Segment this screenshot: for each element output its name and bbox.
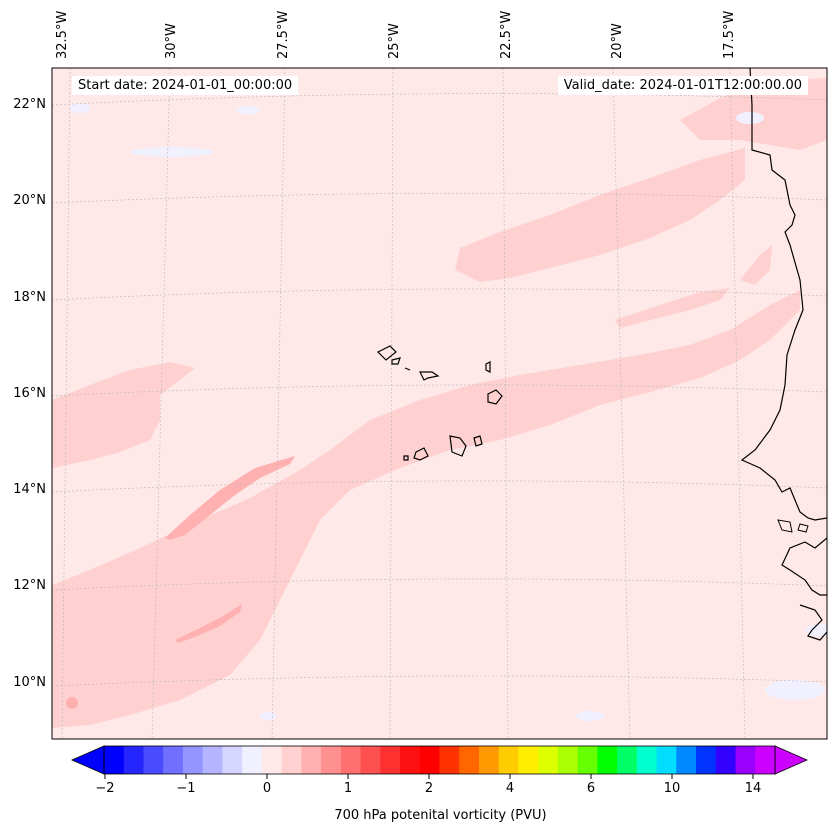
pv-patch-coast (740, 245, 772, 285)
lat-label-18n: 18°N (13, 290, 46, 305)
cb-tick-neg2: −2 (95, 781, 115, 796)
colorbar-min-extension (71, 745, 105, 775)
colorbar-segment (715, 746, 737, 774)
pv-negative-patch-2 (236, 106, 260, 114)
colorbar-segment (281, 746, 302, 774)
colorbar-segment (676, 746, 697, 774)
colorbar-segment (321, 746, 342, 774)
colorbar-segment (577, 746, 598, 774)
colorbar-segment (439, 746, 460, 774)
colorbar-segments (104, 746, 776, 774)
colorbar-segment (419, 746, 440, 774)
colorbar-segment (617, 746, 638, 774)
map-frame (51, 67, 828, 740)
colorbar-segment (261, 746, 283, 774)
colorbar-segment (182, 746, 204, 774)
colorbar-segment (498, 746, 519, 774)
pv-core-streak-upper (165, 456, 295, 540)
pv-main-band (52, 290, 800, 728)
colorbar-segment (360, 746, 381, 774)
guinea-coast (781, 537, 827, 641)
lat-label-10n: 10°N (13, 675, 46, 690)
pv-west-lobe (52, 362, 195, 468)
colorbar-segment (123, 746, 144, 774)
colorbar-segment (380, 746, 401, 774)
pv-negative-patch-3 (736, 112, 764, 124)
colorbar-segment (202, 746, 223, 774)
colorbar-segment (163, 746, 184, 774)
cb-tick-0: 0 (262, 781, 272, 796)
lat-label-14n: 14°N (13, 482, 46, 497)
colorbar-segment (597, 746, 618, 774)
colorbar-segment (636, 746, 658, 774)
colorbar-tick-marks (104, 774, 754, 779)
pv-core-dot (66, 697, 78, 709)
pv-negative-patch-7 (260, 712, 276, 720)
cb-tick-6: 6 (586, 781, 596, 796)
colorbar-segment (518, 746, 539, 774)
pv-negative-patch-8 (70, 103, 90, 113)
colorbar-segment (538, 746, 559, 774)
start-date-label: Start date: 2024-01-01_00:00:00 (72, 76, 299, 95)
colorbar-segment (696, 746, 717, 774)
cb-tick-14: 14 (744, 781, 762, 796)
colorbar-segment (301, 746, 322, 774)
colorbar (71, 745, 808, 779)
cb-tick-neg1: −1 (176, 781, 196, 796)
colorbar-segment (222, 746, 243, 774)
pv-core-streak-lower (175, 604, 242, 643)
colorbar-segment (104, 746, 125, 774)
colorbar-segment (557, 746, 579, 774)
colorbar-segment (755, 746, 776, 774)
lat-label-20n: 20°N (13, 193, 46, 208)
cb-tick-1: 1 (343, 781, 353, 796)
valid-date-label: Valid_date: 2024-01-01T12:00:00.00 (557, 76, 808, 95)
colorbar-segment (459, 746, 480, 774)
colorbar-segment (656, 746, 677, 774)
colorbar-segment (340, 746, 362, 774)
lat-label-22n: 22°N (13, 97, 46, 112)
colorbar-segment (242, 746, 263, 774)
cb-tick-2: 2 (424, 781, 434, 796)
pv-negative-patch-5 (765, 680, 825, 700)
pv-patch-18n (615, 288, 730, 328)
colorbar-segment (143, 746, 164, 774)
pv-negative-patch-4 (806, 624, 827, 636)
map-gridlines (52, 68, 827, 739)
pv-north-band (455, 148, 745, 282)
pv-negative-patch-1 (130, 147, 214, 157)
lat-label-12n: 12°N (13, 578, 46, 593)
cape-verde-islands (376, 345, 503, 461)
colorbar-segment (735, 746, 756, 774)
west-africa-coastline (740, 68, 827, 521)
colorbar-segment (478, 746, 500, 774)
lat-label-16n: 16°N (13, 386, 46, 401)
colorbar-segment (400, 746, 421, 774)
bijagos-islands (777, 519, 809, 533)
cb-tick-10: 10 (663, 781, 681, 796)
colorbar-max-extension (774, 745, 808, 775)
colorbar-label: 700 hPa potenital vorticity (PVU) (334, 808, 547, 823)
cb-tick-4: 4 (505, 781, 515, 796)
colorbar-frame (103, 745, 776, 775)
pv-negative-patch-6 (576, 711, 604, 721)
